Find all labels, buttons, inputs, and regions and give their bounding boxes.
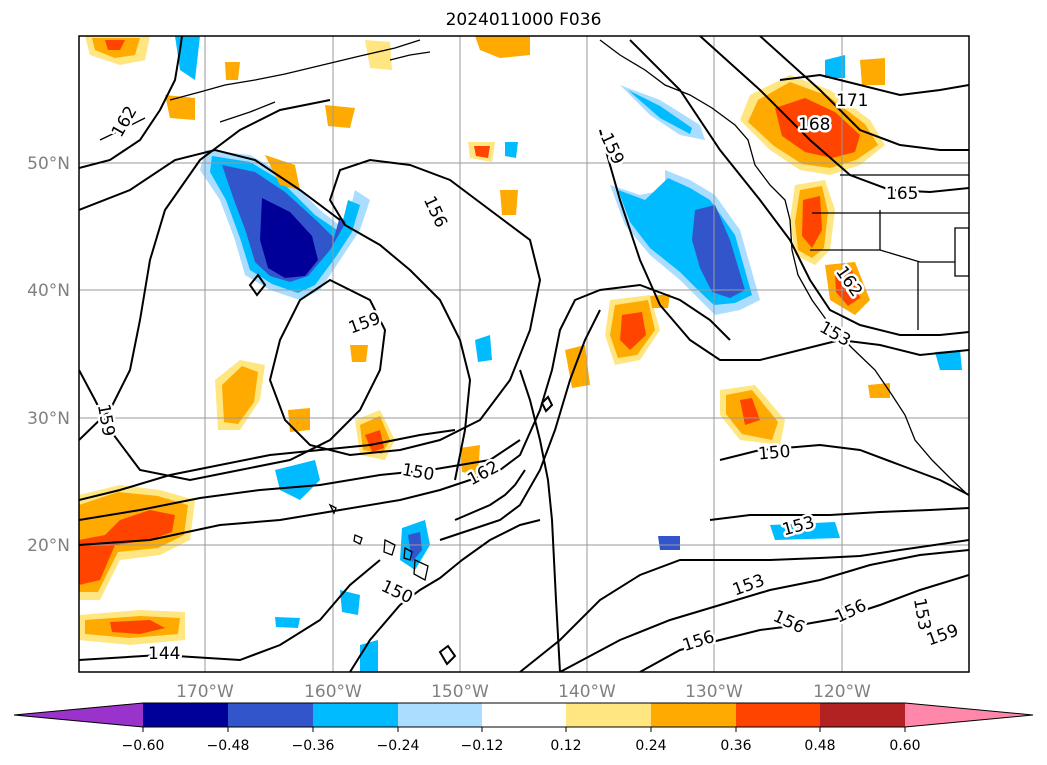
shaded-field-negative [175, 36, 962, 672]
colorbar-tick-label: 0.36 [720, 738, 751, 754]
colorbar-tick-label: −0.48 [207, 738, 250, 754]
colorbar-swatch [905, 703, 1033, 727]
contour-label: 168 [798, 115, 830, 135]
lat-label: 50°N [27, 154, 70, 174]
lon-label: 170°W [176, 682, 234, 702]
colorbar-swatch [820, 703, 905, 727]
colorbar-swatch [14, 703, 143, 727]
colorbar-tick-label: 0.24 [635, 738, 666, 754]
shaded-field-positive [79, 36, 890, 645]
height-contours [79, 36, 969, 672]
lat-label: 30°N [27, 409, 70, 429]
colorbar-tick-label: 0.48 [804, 738, 835, 754]
contour-label: 159 [93, 403, 118, 438]
longitude-labels: 170°W 160°W 150°W 140°W 130°W 120°W [176, 682, 871, 702]
colorbar-swatch [398, 703, 482, 727]
graticule [79, 36, 969, 672]
contour-label: 144 [148, 644, 180, 664]
colorbar-swatch [313, 703, 398, 727]
lon-label: 130°W [685, 682, 743, 702]
colorbar-tick-label: −0.60 [122, 738, 165, 754]
colorbar-swatch [143, 703, 228, 727]
colorbar-swatch [736, 703, 820, 727]
colorbar-tick-label: 0.60 [889, 738, 920, 754]
colorbar-swatch [482, 703, 566, 727]
contour-label: 171 [836, 91, 868, 111]
lat-label: 40°N [27, 281, 70, 301]
map-frame [78, 35, 970, 673]
lat-label: 20°N [27, 536, 70, 556]
colorbar-swatch [228, 703, 313, 727]
colorbar-tick-label: −0.36 [292, 738, 335, 754]
colorbar-swatch [651, 703, 736, 727]
colorbar-swatch [566, 703, 651, 727]
colorbar-tick-label: 0.12 [550, 738, 581, 754]
lon-label: 120°W [813, 682, 871, 702]
colorbar: −0.60 −0.48 −0.36 −0.24 −0.12 0.12 0.24 … [13, 702, 1034, 754]
lon-label: 150°W [431, 682, 489, 702]
colorbar-tick-label: −0.24 [377, 738, 420, 754]
map-title: 2024011000 F036 [445, 10, 602, 30]
latitude-labels: 50°N 40°N 30°N 20°N [27, 154, 70, 556]
contour-label: 150 [757, 442, 791, 465]
lon-label: 140°W [558, 682, 616, 702]
contour-label: 165 [886, 184, 918, 204]
colorbar-tick-label: −0.12 [461, 738, 504, 754]
lon-label: 160°W [304, 682, 362, 702]
